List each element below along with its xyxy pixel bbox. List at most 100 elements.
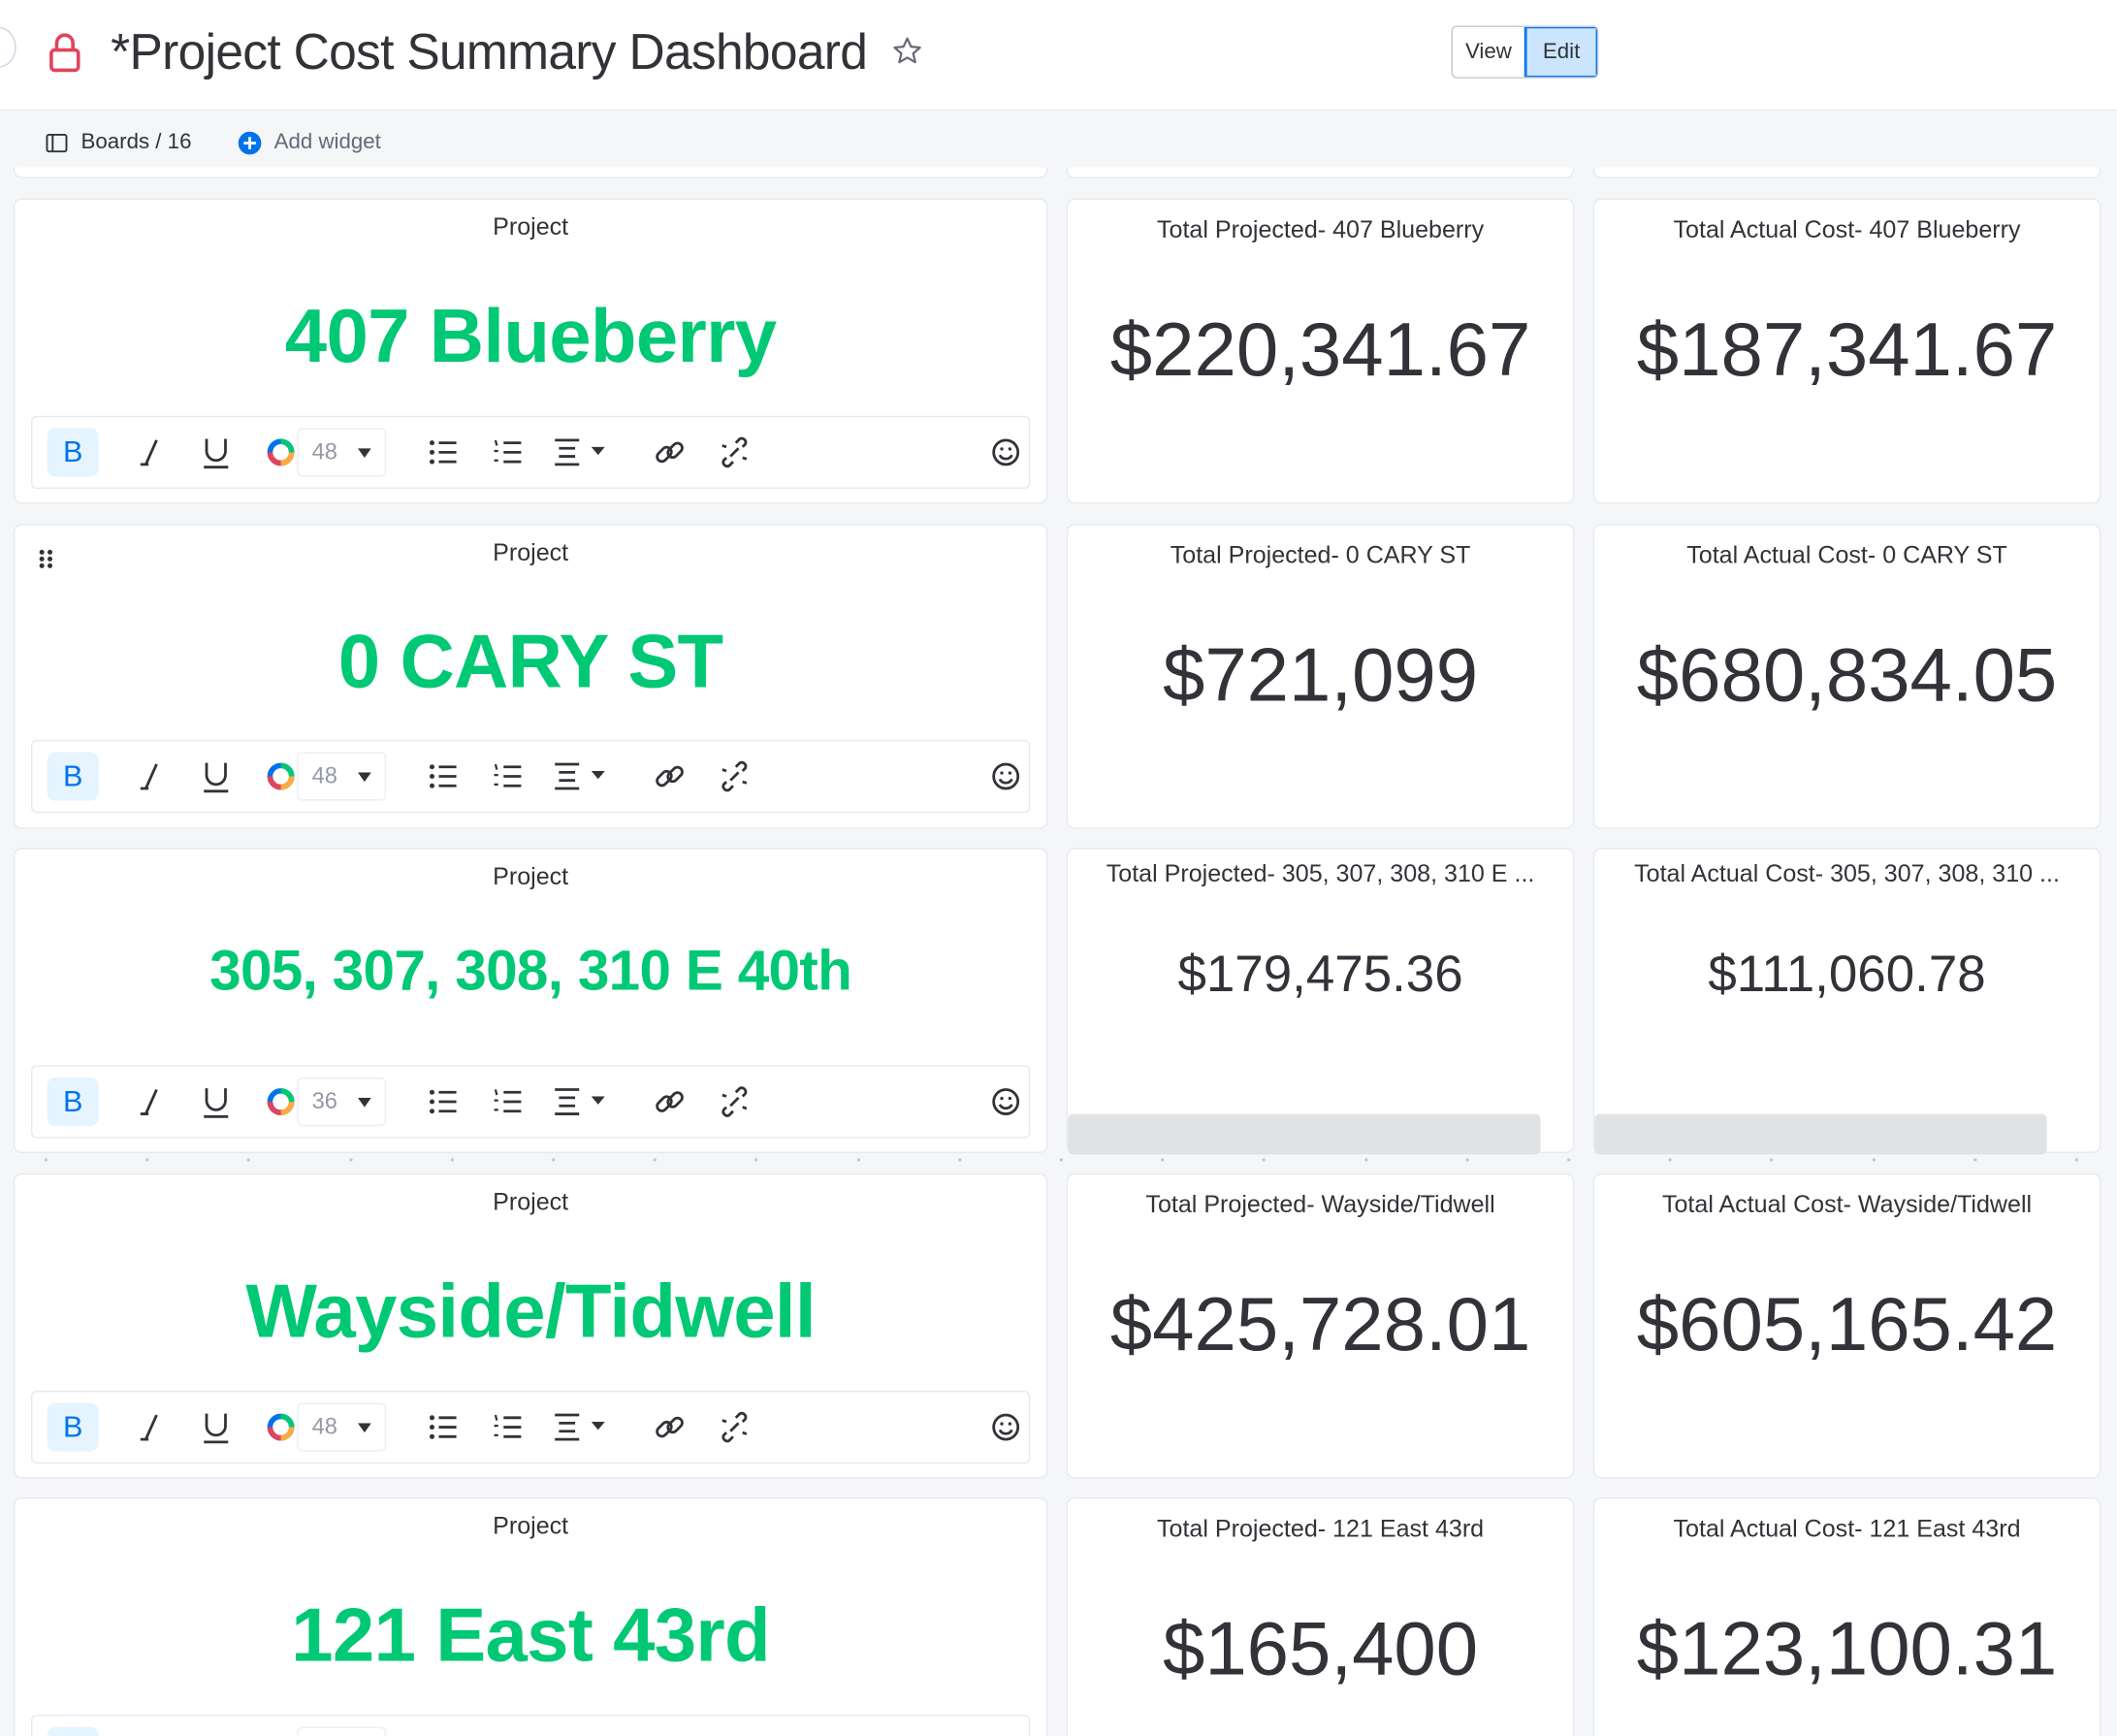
numbers-widget[interactable]: Total Actual Cost- 121 East 43rd $123,10…	[1592, 1496, 2101, 1736]
caret-down-icon[interactable]	[586, 1402, 610, 1451]
text-formatting-toolbar: B 48	[31, 1390, 1031, 1464]
view-button[interactable]: View	[1453, 26, 1524, 78]
unlink-icon[interactable]	[710, 752, 758, 800]
italic-icon[interactable]	[127, 752, 176, 800]
link-icon[interactable]	[645, 1077, 693, 1126]
project-name-text[interactable]: 407 Blueberry	[284, 293, 777, 378]
widget-partial	[1592, 167, 2101, 178]
collapse-button[interactable]	[0, 26, 16, 68]
bulleted-list-icon[interactable]	[419, 428, 467, 476]
widget-title: Total Actual Cost- 305, 307, 308, 310 ..…	[1634, 859, 2060, 887]
italic-icon[interactable]	[127, 428, 176, 476]
add-widget-button[interactable]: Add widget	[273, 131, 381, 154]
underline-icon[interactable]	[192, 428, 241, 476]
widget-partial	[13, 167, 1048, 178]
bold-icon[interactable]: B	[47, 1402, 99, 1452]
font-size-select[interactable]: 48	[297, 428, 387, 477]
numbered-list-icon[interactable]	[483, 1402, 531, 1451]
numbers-widget[interactable]: Total Actual Cost- 407 Blueberry $187,34…	[1592, 198, 2101, 504]
numbers-widget[interactable]: Total Projected- 305, 307, 308, 310 E ..…	[1066, 848, 1575, 1155]
numbered-list-icon[interactable]	[483, 752, 531, 800]
link-icon[interactable]	[645, 752, 693, 800]
caret-down-icon	[357, 772, 371, 783]
caret-down-icon	[357, 1097, 371, 1108]
page-title[interactable]: *Project Cost Summary Dashboard	[111, 24, 868, 80]
bold-icon[interactable]: B	[47, 1726, 99, 1736]
boards-link[interactable]: Boards / 16	[80, 131, 192, 154]
horizontal-scrollbar[interactable]	[1068, 1113, 1541, 1155]
actual-cost-value: $187,341.67	[1636, 306, 2058, 392]
link-icon[interactable]	[645, 428, 693, 476]
dashboard-subbar: Boards / 16 Add widget	[0, 113, 2117, 175]
caret-down-icon[interactable]	[586, 428, 610, 476]
project-widget[interactable]: Project 0 CARY ST B 48	[13, 524, 1048, 829]
project-widget[interactable]: Project 305, 307, 308, 310 E 40th B 36	[13, 848, 1048, 1153]
underline-icon[interactable]	[192, 1077, 241, 1126]
underline-icon[interactable]	[192, 1402, 241, 1451]
align-icon[interactable]	[543, 752, 592, 800]
align-icon[interactable]	[543, 428, 592, 476]
italic-icon[interactable]	[127, 1402, 176, 1451]
numbers-widget[interactable]: Total Projected- 121 East 43rd $165,400	[1066, 1496, 1575, 1736]
actual-cost-value: $680,834.05	[1636, 631, 2058, 718]
text-color-icon[interactable]	[257, 1077, 305, 1126]
font-size-select[interactable]: 48	[297, 1726, 387, 1736]
font-size-select[interactable]: 36	[297, 1077, 387, 1127]
edit-button[interactable]: Edit	[1524, 26, 1597, 78]
numbered-list-icon[interactable]	[483, 1077, 531, 1126]
emoji-icon[interactable]	[981, 1077, 1030, 1126]
numbers-widget[interactable]: Total Projected- 0 CARY ST $721,099	[1066, 524, 1575, 829]
font-size-select[interactable]: 48	[297, 1402, 387, 1452]
bold-icon[interactable]: B	[47, 752, 99, 801]
numbers-widget[interactable]: Total Actual Cost- 305, 307, 308, 310 ..…	[1592, 848, 2101, 1155]
project-widget[interactable]: Project Wayside/Tidwell B 48	[13, 1173, 1048, 1479]
text-color-icon[interactable]	[257, 1402, 305, 1451]
project-name-text[interactable]: 121 East 43rd	[291, 1591, 770, 1678]
widget-title: Total Actual Cost- 121 East 43rd	[1673, 1515, 2021, 1542]
project-name-text[interactable]: 305, 307, 308, 310 E 40th	[209, 938, 852, 1003]
font-size-select[interactable]: 48	[297, 752, 387, 801]
horizontal-scrollbar[interactable]	[1594, 1113, 2047, 1155]
align-icon[interactable]	[543, 1402, 592, 1451]
align-icon[interactable]	[543, 1077, 592, 1126]
emoji-icon[interactable]	[981, 752, 1030, 800]
emoji-icon[interactable]	[981, 1402, 1030, 1451]
font-size-value: 48	[311, 438, 337, 465]
project-name-text[interactable]: 0 CARY ST	[337, 618, 723, 704]
text-color-icon[interactable]	[257, 752, 305, 800]
underline-icon[interactable]	[192, 752, 241, 800]
projected-total-value: $179,475.36	[1177, 946, 1463, 1004]
project-name-text[interactable]: Wayside/Tidwell	[245, 1268, 816, 1353]
numbers-widget[interactable]: Total Actual Cost- 0 CARY ST $680,834.05	[1592, 524, 2101, 829]
numbers-widget[interactable]: Total Projected- Wayside/Tidwell $425,72…	[1066, 1173, 1575, 1479]
drag-handle-icon[interactable]	[37, 547, 55, 571]
text-color-icon[interactable]	[257, 428, 305, 476]
italic-icon[interactable]	[127, 1077, 176, 1126]
caret-down-icon[interactable]	[586, 752, 610, 800]
unlink-icon[interactable]	[710, 1077, 758, 1126]
widget-title: Total Actual Cost- Wayside/Tidwell	[1661, 1190, 2033, 1218]
lock-icon	[49, 33, 80, 73]
link-icon[interactable]	[645, 1402, 693, 1451]
unlink-icon[interactable]	[710, 428, 758, 476]
numbers-widget[interactable]: Total Projected- 407 Blueberry $220,341.…	[1066, 198, 1575, 504]
star-icon[interactable]	[891, 35, 923, 67]
caret-down-icon[interactable]	[586, 1077, 610, 1126]
bold-icon[interactable]: B	[47, 428, 99, 477]
unlink-icon[interactable]	[710, 1402, 758, 1451]
projected-total-value: $721,099	[1162, 631, 1479, 718]
plus-circle-icon[interactable]	[238, 131, 262, 155]
project-widget[interactable]: Project 121 East 43rd B 48	[13, 1496, 1048, 1736]
bulleted-list-icon[interactable]	[419, 1077, 467, 1126]
bold-icon[interactable]: B	[47, 1077, 99, 1127]
numbers-widget[interactable]: Total Actual Cost- Wayside/Tidwell $605,…	[1592, 1173, 2101, 1479]
numbered-list-icon[interactable]	[483, 428, 531, 476]
projected-total-value: $165,400	[1162, 1605, 1479, 1691]
project-widget[interactable]: Project 407 Blueberry B 48	[13, 198, 1048, 504]
bulleted-list-icon[interactable]	[419, 752, 467, 800]
caret-down-icon	[357, 1423, 371, 1433]
widget-title: Total Actual Cost- 407 Blueberry	[1673, 215, 2021, 243]
view-edit-toggle: View Edit	[1451, 25, 1599, 79]
emoji-icon[interactable]	[981, 428, 1030, 476]
bulleted-list-icon[interactable]	[419, 1402, 467, 1451]
